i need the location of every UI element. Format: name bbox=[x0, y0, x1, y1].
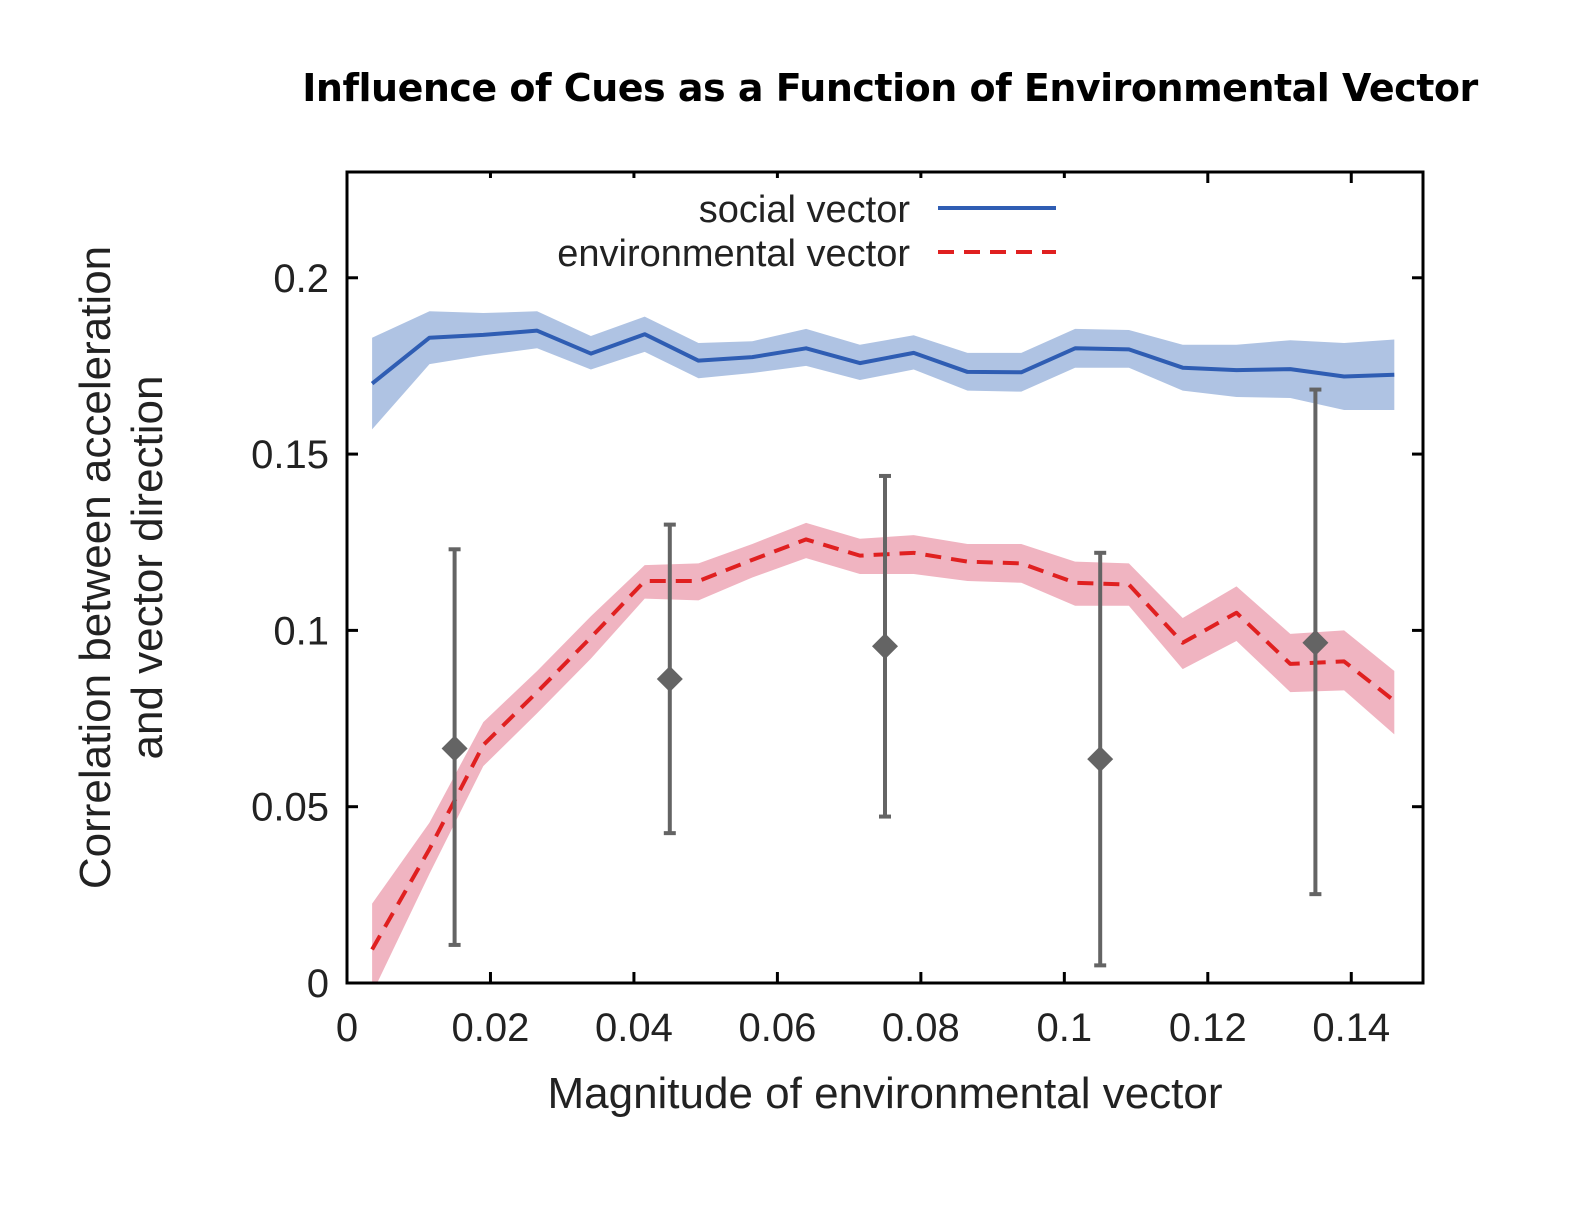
x-tick-label: 0 bbox=[336, 1006, 358, 1050]
legend-label-environmental-vector: environmental vector bbox=[557, 233, 910, 275]
data-point-marker bbox=[872, 633, 898, 660]
data-point-marker bbox=[656, 666, 683, 693]
plot-frame bbox=[345, 170, 1425, 985]
x-axis-label: Magnitude of environmental vector bbox=[547, 1069, 1222, 1118]
error-bars bbox=[441, 387, 1329, 968]
x-tick-label: 0.12 bbox=[1169, 1006, 1247, 1050]
x-tick-label: 0.02 bbox=[452, 1006, 530, 1050]
tick-labels: 0 0.02 0.04 0.06 0.08 0.1 0.12 0.14 0 0.05 0.1 0.15… bbox=[251, 257, 1390, 1050]
chart-title: Influence of Cues as a Function of Envir… bbox=[302, 66, 1478, 110]
y-tick-label: 0.15 bbox=[251, 433, 329, 477]
legend-background bbox=[480, 178, 1080, 278]
x-tick-label: 0.14 bbox=[1312, 1006, 1390, 1050]
data-point-marker bbox=[1302, 629, 1329, 656]
y-axis-label-line-2: and vector direction bbox=[123, 376, 172, 760]
y-tick-label: 0.05 bbox=[251, 786, 329, 830]
x-tick-label: 0.06 bbox=[738, 1006, 816, 1050]
legend-label-social-vector: social vector bbox=[699, 189, 911, 231]
y-tick-label: 0 bbox=[307, 962, 329, 1006]
data-point-marker bbox=[441, 735, 468, 762]
y-axis-label-line-1: Correlation between acceleration bbox=[71, 246, 120, 889]
y-tick-label: 0.1 bbox=[273, 609, 329, 653]
x-tick-label: 0.04 bbox=[595, 1006, 673, 1050]
line-social-vector bbox=[370, 328, 1395, 386]
x-tick-label: 0.1 bbox=[1037, 1006, 1093, 1050]
y-tick-label: 0.2 bbox=[273, 257, 329, 301]
data-point-marker bbox=[1087, 746, 1114, 773]
legend: social vector environmental vector bbox=[480, 178, 1080, 278]
x-tick-label: 0.08 bbox=[882, 1006, 960, 1050]
